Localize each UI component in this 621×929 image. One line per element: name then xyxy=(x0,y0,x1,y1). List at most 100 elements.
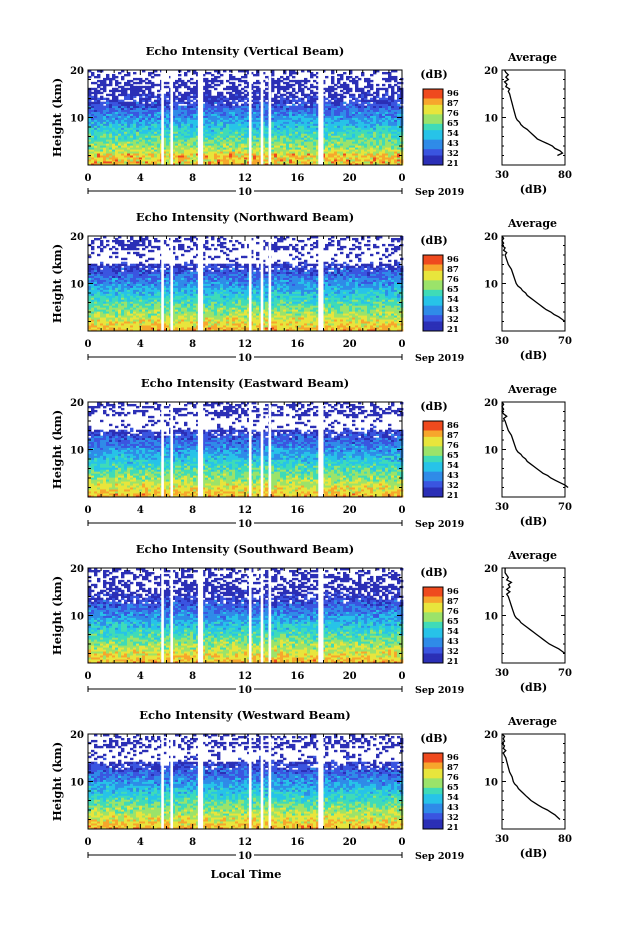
heat-cell xyxy=(349,100,352,102)
heat-cell xyxy=(334,84,337,86)
heat-cell xyxy=(217,80,220,82)
heat-cell xyxy=(106,98,109,100)
heat-cell xyxy=(166,86,169,88)
heat-cell xyxy=(343,72,346,74)
colorbar-tick-label: 96 xyxy=(447,89,459,99)
heat-cell xyxy=(388,96,391,98)
heat-cell xyxy=(190,96,193,98)
heat-cell xyxy=(241,76,244,78)
heat-cell xyxy=(175,96,178,98)
heat-cell xyxy=(307,106,310,108)
heat-cell xyxy=(187,92,190,94)
heat-cell xyxy=(307,88,310,90)
heat-cell xyxy=(367,100,370,102)
heat-cell xyxy=(337,74,340,76)
heat-cell xyxy=(190,100,193,102)
heat-cell xyxy=(223,96,226,98)
heat-cell xyxy=(325,88,328,90)
heat-cell xyxy=(382,72,385,74)
heat-cell xyxy=(100,96,103,98)
heat-cell xyxy=(277,100,280,102)
heat-cell xyxy=(349,80,352,82)
heat-cell xyxy=(142,80,145,82)
heat-cell xyxy=(181,80,184,82)
heat-cell xyxy=(100,88,103,90)
heat-cell xyxy=(310,96,313,98)
heat-cell xyxy=(364,78,367,80)
profile-x-tick-label: 80 xyxy=(558,170,572,181)
heat-cell xyxy=(121,76,124,78)
heat-cell xyxy=(184,82,187,84)
x-tick-label: 12 xyxy=(238,173,252,184)
heat-cell xyxy=(382,88,385,90)
heat-cell xyxy=(124,88,127,90)
heat-cell xyxy=(124,74,127,76)
colorbar-unit: (dB) xyxy=(420,68,447,81)
heat-cell xyxy=(244,86,247,88)
heat-cell xyxy=(244,102,247,104)
heat-cell xyxy=(232,82,235,84)
x-tick-label: 20 xyxy=(343,173,357,184)
heat-cell xyxy=(367,90,370,92)
colorbar-step xyxy=(423,92,443,96)
heat-cell xyxy=(118,90,121,92)
heat-cell xyxy=(175,80,178,82)
heat-cell xyxy=(157,94,160,96)
heat-cell xyxy=(370,104,373,106)
heat-cell xyxy=(91,96,94,98)
heat-cell xyxy=(331,94,334,96)
heat-cell xyxy=(280,80,283,82)
profile-x-label: (dB) xyxy=(520,183,547,196)
heat-cell xyxy=(223,104,226,106)
heat-cell xyxy=(343,96,346,98)
data-gap xyxy=(261,70,264,165)
heat-cell xyxy=(289,100,292,102)
heat-cell xyxy=(325,76,328,78)
y-tick-label: 10 xyxy=(70,114,84,125)
colorbar-step xyxy=(423,102,443,106)
colorbar-step xyxy=(423,137,443,141)
heat-cell xyxy=(238,78,241,80)
heat-cell xyxy=(178,78,181,80)
heat-cell xyxy=(151,76,154,78)
heat-cell xyxy=(106,74,109,76)
colorbar-step xyxy=(423,152,443,156)
heat-cell xyxy=(310,90,313,92)
heat-cell xyxy=(295,80,298,82)
heat-cell xyxy=(367,78,370,80)
heat-cell xyxy=(142,86,145,88)
heat-cell xyxy=(91,102,94,104)
heat-cell xyxy=(148,104,151,106)
heat-cell xyxy=(358,88,361,90)
heat-cell xyxy=(190,82,193,84)
date-marker: 10 xyxy=(238,187,252,198)
heat-cell xyxy=(370,98,373,100)
heat-cell xyxy=(121,86,124,88)
heat-cell xyxy=(133,86,136,88)
panel-title: Echo Intensity (Northward Beam) xyxy=(136,210,354,224)
heat-cell xyxy=(151,82,154,84)
heat-cell xyxy=(394,100,397,102)
heat-cell xyxy=(193,86,196,88)
heat-cell xyxy=(127,88,130,90)
heat-cell xyxy=(334,88,337,90)
heat-cell xyxy=(178,92,181,94)
heat-cell xyxy=(397,82,400,84)
colorbar-step xyxy=(423,133,443,137)
colorbar-step xyxy=(423,127,443,131)
heat-cell xyxy=(136,86,139,88)
heat-cell xyxy=(133,78,136,80)
x-tick-label: 8 xyxy=(189,173,196,184)
heat-cell xyxy=(337,98,340,100)
data-gap xyxy=(318,70,323,165)
heat-cell xyxy=(307,80,310,82)
heat-cell xyxy=(187,80,190,82)
heat-cell xyxy=(109,78,112,80)
heat-cell xyxy=(157,84,160,86)
heat-cell xyxy=(184,102,187,104)
heat-cell xyxy=(364,106,367,108)
heat-cell xyxy=(217,84,220,86)
heat-cell xyxy=(355,98,358,100)
heat-cell xyxy=(103,98,106,100)
heat-cell xyxy=(94,88,97,90)
